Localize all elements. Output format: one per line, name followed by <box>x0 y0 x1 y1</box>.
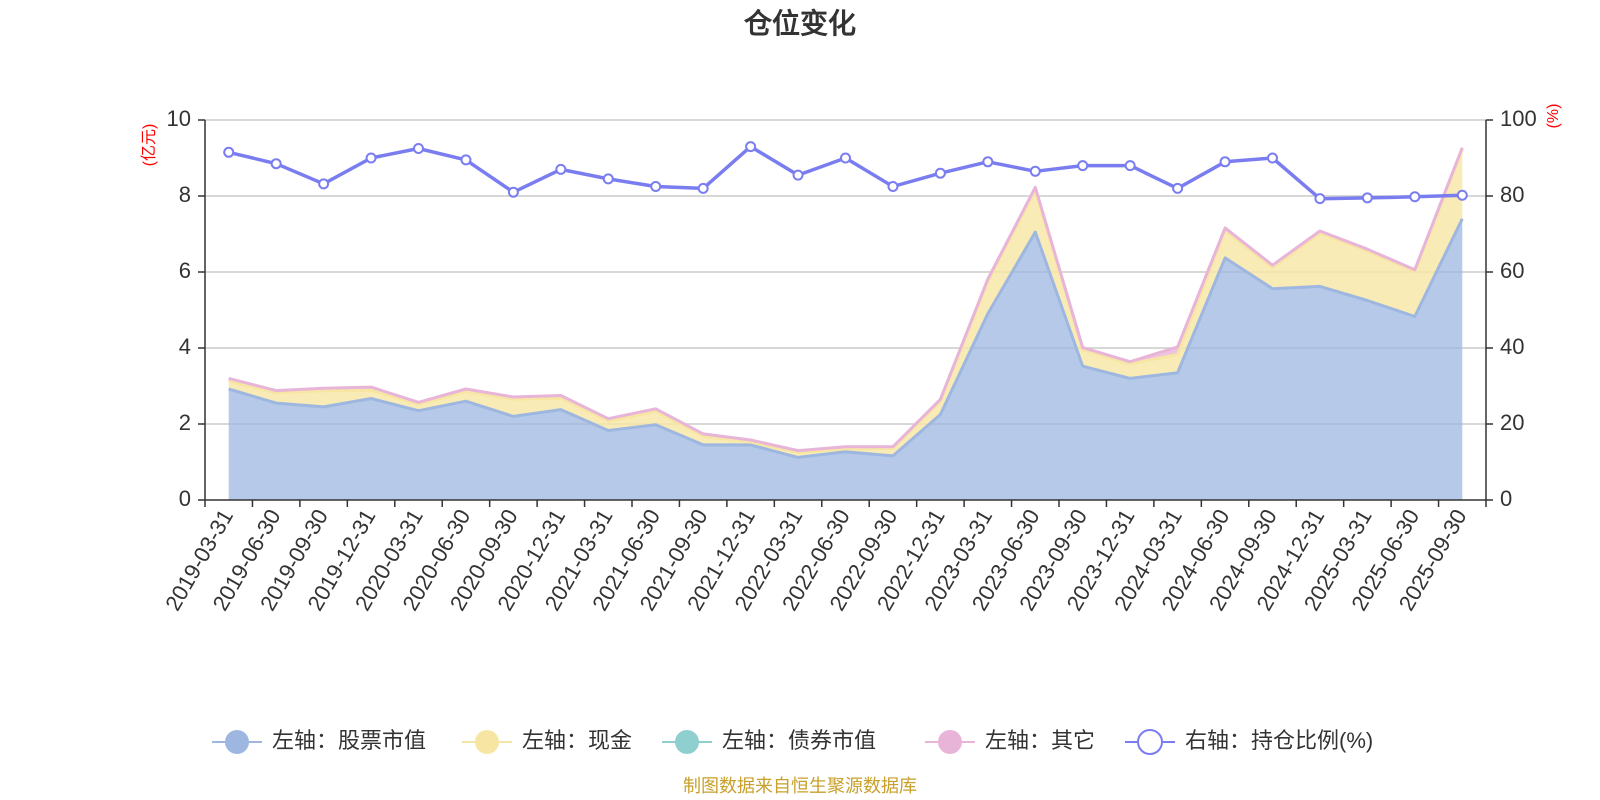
ratio-point[interactable] <box>507 186 519 198</box>
legend-marker <box>475 730 499 754</box>
left-axis-tick-label: 2 <box>179 410 191 435</box>
ratio-points <box>223 141 1468 205</box>
ratio-point[interactable] <box>1409 191 1421 203</box>
ratio-point[interactable] <box>697 182 709 194</box>
area-series-0 <box>228 218 1463 501</box>
left-axis-tick-label: 4 <box>179 334 191 359</box>
legend-marker <box>1137 729 1163 755</box>
ratio-point[interactable] <box>318 178 330 190</box>
left-axis-tick-label: 0 <box>179 486 191 511</box>
ratio-point[interactable] <box>1172 182 1184 194</box>
ratio-point[interactable] <box>840 152 851 164</box>
legend-marker <box>225 730 249 754</box>
left-axis-tick-label: 8 <box>179 182 191 207</box>
legend-label: 左轴：其它 <box>985 728 1095 753</box>
left-axis-unit: (亿元) <box>140 124 158 167</box>
right-axis-tick-label: 60 <box>1500 258 1524 283</box>
legend-label: 右轴：持仓比例(%) <box>1185 728 1373 753</box>
legend-item-3[interactable]: 左轴：其它 <box>925 728 1095 754</box>
right-axis-tick-label: 40 <box>1500 334 1524 359</box>
legend-marker <box>938 730 962 754</box>
right-axis-unit: (%) <box>1545 104 1562 129</box>
legend: 左轴：股票市值 左轴：现金 左轴：债券市值 左轴：其它 右轴：持仓比例(%) <box>212 728 1373 755</box>
stacked-areas <box>228 147 1463 501</box>
right-axis-tick-label: 80 <box>1500 182 1524 207</box>
ratio-point[interactable] <box>413 143 424 154</box>
ratio-point[interactable] <box>365 152 377 164</box>
legend-label: 左轴：股票市值 <box>272 728 426 753</box>
area-line-series-0 <box>228 218 1464 459</box>
legend-item-2[interactable]: 左轴：债券市值 <box>662 728 876 754</box>
left-axis-tick-label: 10 <box>167 106 191 131</box>
ratio-point[interactable] <box>1029 165 1041 177</box>
ratio-point[interactable] <box>270 158 282 170</box>
legend-item-4[interactable]: 右轴：持仓比例(%) <box>1125 728 1373 755</box>
legend-item-0[interactable]: 左轴：股票市值 <box>212 728 426 754</box>
ratio-point[interactable] <box>745 141 757 153</box>
ratio-point[interactable] <box>1077 160 1089 172</box>
right-axis-tick-label: 20 <box>1500 410 1524 435</box>
ratio-point[interactable] <box>982 156 994 168</box>
right-axis-tick-label: 0 <box>1500 486 1512 511</box>
ratio-point[interactable] <box>1456 189 1468 201</box>
ratio-point[interactable] <box>555 163 567 175</box>
ratio-point[interactable] <box>1361 192 1373 204</box>
ratio-point[interactable] <box>934 167 946 179</box>
ratio-point[interactable] <box>1124 160 1136 172</box>
ratio-point[interactable] <box>1267 152 1278 164</box>
legend-marker <box>675 730 699 754</box>
chart-title: 仓位变化 <box>744 7 856 39</box>
left-axis-tick-label: 6 <box>179 258 191 283</box>
ratio-point[interactable] <box>650 181 662 192</box>
ratio-point[interactable] <box>223 146 235 158</box>
area-line-series-1 <box>228 149 1464 454</box>
data-source-note: 制图数据来自恒生聚源数据库 <box>683 776 917 796</box>
ratio-point[interactable] <box>602 173 614 185</box>
legend-label: 左轴：现金 <box>522 728 632 753</box>
legend-item-1[interactable]: 左轴：现金 <box>462 728 632 754</box>
ratio-point[interactable] <box>792 169 804 181</box>
legend-label: 左轴：债券市值 <box>722 728 876 753</box>
ratio-point[interactable] <box>887 181 899 192</box>
right-axis-tick-label: 100 <box>1500 106 1537 131</box>
ratio-point[interactable] <box>460 154 472 166</box>
ratio-point[interactable] <box>1314 193 1326 205</box>
area-line-series-3 <box>228 147 1464 453</box>
ratio-point[interactable] <box>1219 156 1231 168</box>
